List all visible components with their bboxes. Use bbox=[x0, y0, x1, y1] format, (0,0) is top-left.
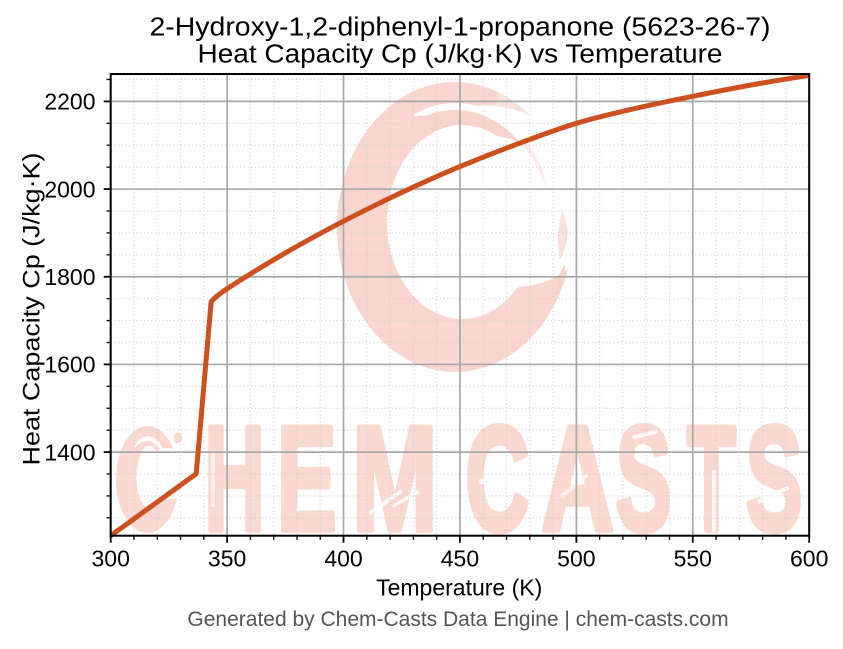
svg-text:400: 400 bbox=[324, 546, 362, 572]
svg-text:350: 350 bbox=[208, 546, 246, 572]
svg-text:Temperature (K): Temperature (K) bbox=[376, 575, 542, 601]
svg-text:1800: 1800 bbox=[44, 264, 95, 290]
svg-text:1400: 1400 bbox=[44, 439, 95, 465]
svg-text:M: M bbox=[352, 395, 438, 562]
svg-text:1600: 1600 bbox=[44, 352, 95, 378]
svg-text:A: A bbox=[541, 395, 614, 562]
svg-text:T: T bbox=[687, 395, 736, 562]
svg-text:550: 550 bbox=[674, 546, 712, 572]
svg-text:Heat Capacity Cp (J/kg·K) vs T: Heat Capacity Cp (J/kg·K) vs Temperature bbox=[198, 41, 723, 69]
svg-text:500: 500 bbox=[557, 546, 595, 572]
svg-text:Generated by Chem-Casts Data E: Generated by Chem-Casts Data Engine | ch… bbox=[187, 608, 728, 631]
svg-text:Heat Capacity Cp (J/kg·K): Heat Capacity Cp (J/kg·K) bbox=[19, 153, 46, 466]
svg-text:S: S bbox=[746, 395, 803, 562]
svg-text:450: 450 bbox=[441, 546, 479, 572]
svg-text:2000: 2000 bbox=[44, 176, 95, 202]
svg-text:300: 300 bbox=[92, 546, 130, 572]
svg-text:E: E bbox=[277, 395, 337, 562]
svg-text:C: C bbox=[465, 395, 529, 562]
svg-text:600: 600 bbox=[790, 546, 828, 572]
svg-text:S: S bbox=[616, 395, 672, 562]
svg-text:2200: 2200 bbox=[44, 89, 95, 115]
svg-text:2-Hydroxy-1,2-diphenyl-1-propa: 2-Hydroxy-1,2-diphenyl-1-propanone (5623… bbox=[150, 14, 771, 42]
